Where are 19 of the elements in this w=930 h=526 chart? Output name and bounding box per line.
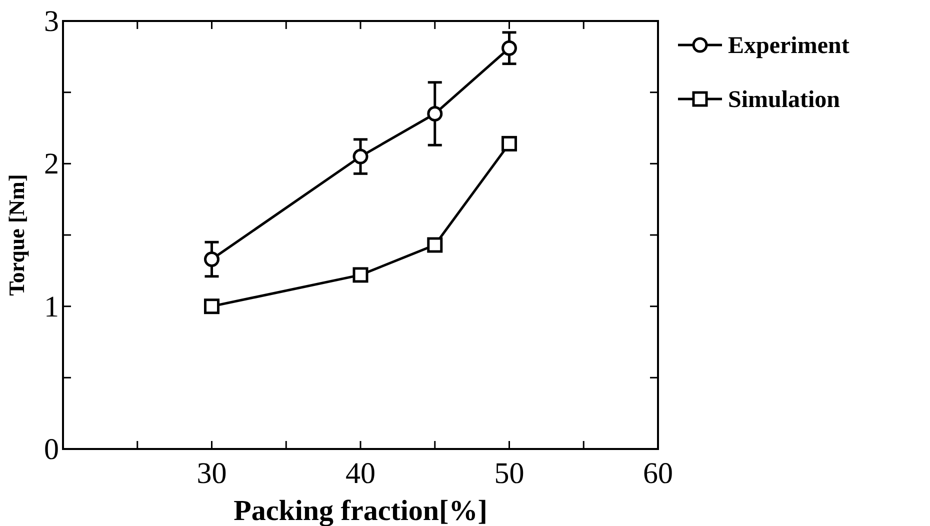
legend-label: Experiment (728, 33, 850, 59)
point (502, 136, 517, 152)
point (352, 148, 368, 164)
x-tick-label: 50 (494, 457, 524, 490)
x-tick-label: 30 (196, 457, 227, 490)
y-tick-label: 0 (44, 433, 59, 466)
point (427, 106, 443, 122)
legend-label: Simulation (728, 87, 840, 113)
y-tick-label: 1 (44, 290, 59, 324)
x-tick-label: 60 (643, 457, 673, 490)
point (352, 267, 368, 283)
point (204, 252, 220, 268)
y-tick-label: 3 (44, 5, 59, 38)
x-tick-label: 40 (346, 457, 376, 490)
point (204, 298, 220, 314)
point (427, 237, 443, 253)
y-axis-title: Torque [Nm] (4, 174, 29, 296)
point (502, 40, 517, 56)
y-tick-label: 2 (44, 148, 59, 181)
